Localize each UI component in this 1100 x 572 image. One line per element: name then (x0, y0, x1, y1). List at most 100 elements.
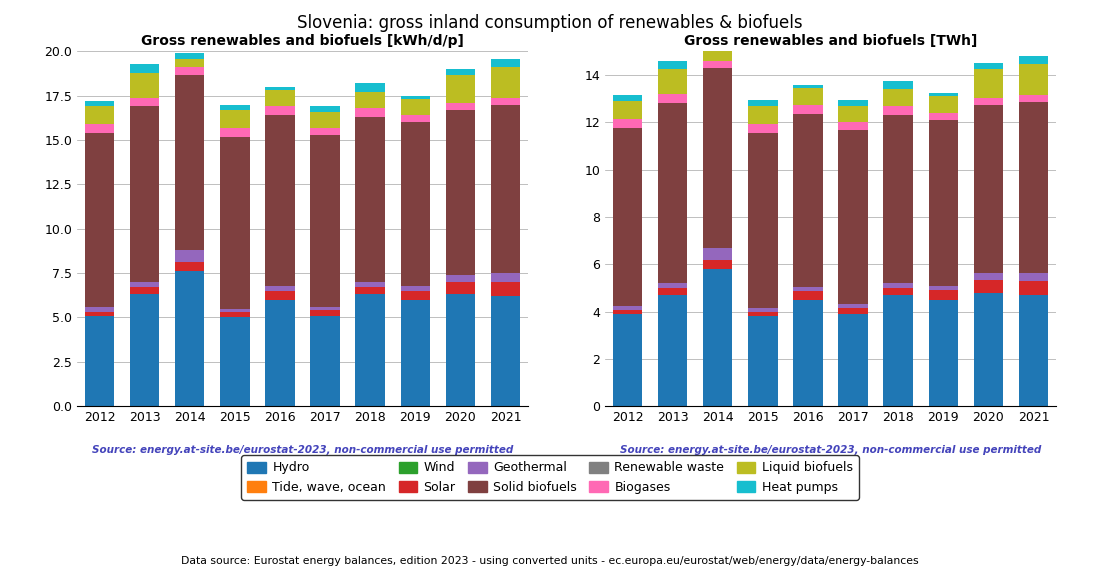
Bar (85, 124, 114, 133)
Bar (748, 316, 778, 406)
Bar (974, 69, 1003, 98)
Bar (446, 103, 475, 110)
Bar (974, 105, 1003, 272)
Bar (748, 133, 778, 308)
Bar (928, 300, 958, 406)
Bar (355, 287, 385, 295)
Bar (1019, 95, 1048, 102)
Bar (130, 282, 159, 287)
Bar (175, 53, 205, 58)
Bar (703, 61, 733, 68)
Bar (400, 285, 430, 291)
Bar (491, 58, 520, 67)
Bar (1019, 272, 1048, 281)
Bar (220, 128, 250, 137)
Bar (928, 97, 958, 113)
Bar (928, 120, 958, 285)
Bar (793, 88, 823, 105)
Bar (175, 263, 205, 271)
Bar (85, 312, 114, 316)
Bar (446, 295, 475, 406)
Bar (265, 106, 295, 116)
Bar (491, 105, 520, 273)
Bar (446, 275, 475, 282)
Bar (130, 287, 159, 295)
Bar (130, 64, 159, 73)
Bar (793, 292, 823, 300)
Bar (355, 92, 385, 108)
Bar (491, 67, 520, 98)
Bar (883, 295, 913, 406)
Bar (491, 282, 520, 296)
Bar (491, 273, 520, 282)
Bar (928, 93, 958, 97)
Bar (220, 317, 250, 406)
Bar (446, 74, 475, 103)
Bar (400, 300, 430, 406)
Bar (400, 116, 430, 122)
Bar (310, 307, 340, 311)
Bar (310, 316, 340, 406)
Bar (265, 90, 295, 106)
Title: Gross renewables and biofuels [TWh]: Gross renewables and biofuels [TWh] (684, 34, 977, 47)
Bar (613, 305, 642, 311)
Bar (446, 110, 475, 275)
Bar (658, 61, 688, 69)
Bar (613, 314, 642, 406)
Bar (1019, 65, 1048, 95)
Bar (703, 260, 733, 269)
Bar (1019, 281, 1048, 295)
Bar (703, 248, 733, 260)
Bar (1019, 56, 1048, 65)
Bar (838, 304, 868, 308)
Bar (883, 81, 913, 89)
Bar (491, 296, 520, 406)
Bar (400, 291, 430, 300)
Bar (310, 128, 340, 135)
Bar (85, 316, 114, 406)
Bar (1019, 295, 1048, 406)
Bar (974, 98, 1003, 105)
Bar (130, 98, 159, 106)
Bar (220, 312, 250, 317)
Bar (265, 291, 295, 300)
Bar (703, 269, 733, 406)
Bar (838, 122, 868, 129)
Bar (613, 128, 642, 305)
Bar (175, 67, 205, 74)
Bar (658, 94, 688, 104)
Bar (928, 285, 958, 290)
Bar (838, 100, 868, 106)
Bar (793, 287, 823, 292)
Bar (220, 309, 250, 312)
Bar (793, 114, 823, 287)
Bar (355, 282, 385, 287)
Bar (838, 308, 868, 314)
Bar (748, 124, 778, 133)
Bar (703, 68, 733, 248)
Bar (658, 295, 688, 406)
Bar (265, 87, 295, 90)
Bar (658, 104, 688, 283)
Bar (400, 96, 430, 100)
Text: Data source: Eurostat energy balances, edition 2023 - using converted units - ec: Data source: Eurostat energy balances, e… (182, 557, 918, 566)
Bar (175, 250, 205, 263)
Bar (400, 122, 430, 285)
Legend: Hydro, Tide, wave, ocean, Wind, Solar, Geothermal, Solid biofuels, Renewable was: Hydro, Tide, wave, ocean, Wind, Solar, G… (241, 455, 859, 500)
Bar (974, 293, 1003, 406)
Bar (658, 288, 688, 295)
Bar (265, 300, 295, 406)
Bar (613, 119, 642, 128)
Bar (85, 133, 114, 307)
Bar (175, 271, 205, 406)
Bar (265, 285, 295, 291)
Bar (355, 84, 385, 92)
Bar (748, 308, 778, 312)
Bar (400, 100, 430, 116)
Bar (974, 272, 1003, 280)
Bar (130, 106, 159, 282)
Bar (1019, 102, 1048, 272)
Bar (703, 46, 733, 51)
Bar (838, 106, 868, 122)
Bar (613, 95, 642, 101)
